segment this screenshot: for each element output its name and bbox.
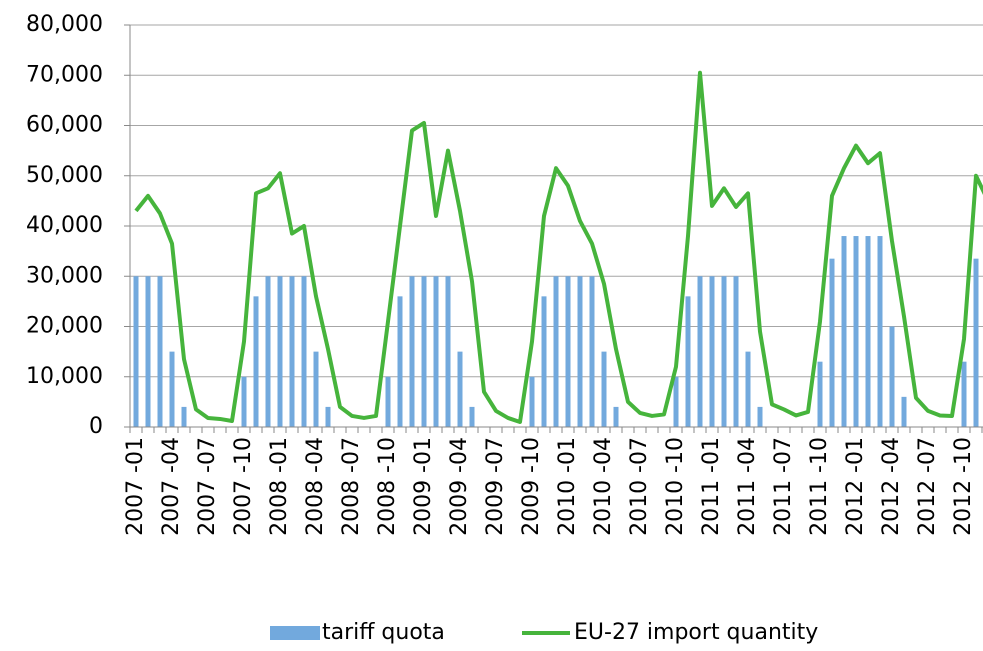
bar (265, 276, 271, 427)
x-tick-label: 2008 -10 (375, 437, 400, 536)
bar (589, 276, 595, 427)
bar (553, 276, 559, 427)
y-tick-label: 60,000 (26, 113, 103, 138)
bar (397, 296, 403, 427)
bar (889, 326, 895, 427)
legend-swatch (270, 626, 320, 640)
x-tick-label: 2011 -07 (771, 437, 796, 536)
x-tick-label: 2011 -10 (807, 437, 832, 536)
bar (853, 236, 859, 427)
x-tick-label: 2007 -07 (195, 437, 220, 536)
bar (433, 276, 439, 427)
legend-label: tariff quota (322, 620, 445, 645)
bar (289, 276, 295, 427)
bar (709, 276, 715, 427)
x-tick-label: 2009 -04 (447, 437, 472, 536)
x-tick-label: 2008 -04 (303, 437, 328, 536)
y-tick-label: 80,000 (26, 12, 103, 37)
y-tick-label: 10,000 (26, 364, 103, 389)
x-tick-label: 2010 -10 (663, 437, 688, 536)
bar (421, 276, 427, 427)
bar (313, 351, 319, 427)
x-tick-label: 2012 -01 (843, 437, 868, 536)
bar (529, 376, 535, 427)
bar (241, 376, 247, 427)
y-tick-label: 30,000 (26, 263, 103, 288)
bar (169, 351, 175, 427)
x-tick-label: 2007 -04 (159, 437, 184, 536)
bar (745, 351, 751, 427)
bar (829, 258, 835, 427)
legend-label: EU-27 import quantity (574, 620, 818, 645)
bar (577, 276, 583, 427)
bar (865, 236, 871, 427)
x-tick-label: 2009 -10 (519, 437, 544, 536)
bar (973, 258, 979, 427)
x-tick-label: 2007 -01 (123, 437, 148, 536)
bar (961, 361, 967, 427)
bar (133, 276, 139, 427)
bar (817, 361, 823, 427)
bar (901, 396, 907, 427)
x-tick-label: 2010 -04 (591, 437, 616, 536)
x-tick-label: 2008 -07 (339, 437, 364, 536)
bar (697, 276, 703, 427)
bar (685, 296, 691, 427)
bar (613, 406, 619, 427)
bar (181, 406, 187, 427)
bar (469, 406, 475, 427)
bar (301, 276, 307, 427)
x-tick-label: 2009 -01 (411, 437, 436, 536)
line (134, 70, 983, 424)
x-tick-label: 2008 -01 (267, 437, 292, 536)
bar (541, 296, 547, 427)
x-tick-label: 2010 -01 (555, 437, 580, 536)
bar (277, 276, 283, 427)
x-tick-label: 2009 -07 (483, 437, 508, 536)
x-tick-label: 2010 -07 (627, 437, 652, 536)
y-tick-label: 20,000 (26, 314, 103, 339)
bar (721, 276, 727, 427)
bar (445, 276, 451, 427)
y-tick-label: 40,000 (26, 213, 103, 238)
bar (385, 376, 391, 427)
y-tick-label: 50,000 (26, 163, 103, 188)
x-tick-label: 2012 -10 (951, 437, 976, 536)
bar (673, 376, 679, 427)
y-tick-label: 70,000 (26, 62, 103, 87)
x-tick-label: 2011 -04 (735, 437, 760, 536)
bar (841, 236, 847, 427)
bar (409, 276, 415, 427)
bar (877, 236, 883, 427)
bar (601, 351, 607, 427)
bar (565, 276, 571, 427)
bar (457, 351, 463, 427)
bar (157, 276, 163, 427)
x-tick-label: 2011 -01 (699, 437, 724, 536)
x-tick-label: 2007 -10 (231, 437, 256, 536)
bar (253, 296, 259, 427)
x-tick-label: 2012 -04 (879, 437, 904, 536)
bar (733, 276, 739, 427)
bar (325, 406, 331, 427)
bar (757, 406, 763, 427)
plot (133, 70, 983, 427)
y-tick-label: 0 (89, 414, 103, 439)
x-tick-label: 2012 -07 (915, 437, 940, 536)
bar (145, 276, 151, 427)
